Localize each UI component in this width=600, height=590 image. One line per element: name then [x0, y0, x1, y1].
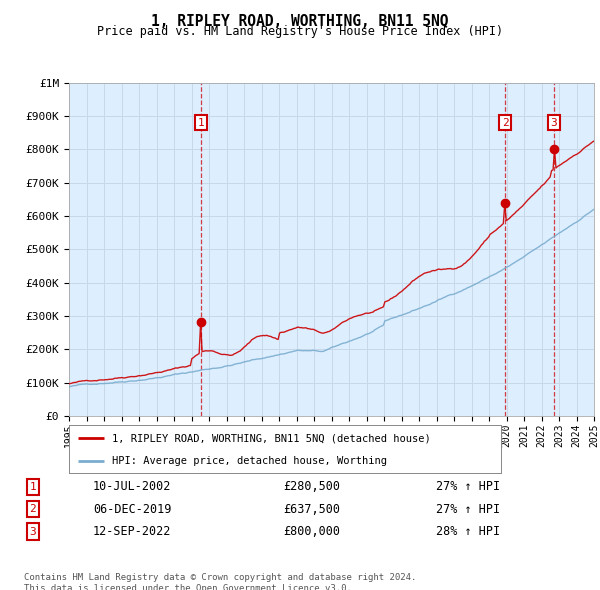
Text: Price paid vs. HM Land Registry's House Price Index (HPI): Price paid vs. HM Land Registry's House …	[97, 25, 503, 38]
Text: 1: 1	[197, 117, 205, 127]
Text: 27% ↑ HPI: 27% ↑ HPI	[436, 480, 500, 493]
Text: 3: 3	[29, 527, 37, 536]
Text: 3: 3	[551, 117, 557, 127]
Text: £280,500: £280,500	[284, 480, 341, 493]
Text: 2: 2	[29, 504, 37, 514]
Text: 1, RIPLEY ROAD, WORTHING, BN11 5NQ (detached house): 1, RIPLEY ROAD, WORTHING, BN11 5NQ (deta…	[112, 433, 431, 443]
Text: Contains HM Land Registry data © Crown copyright and database right 2024.
This d: Contains HM Land Registry data © Crown c…	[24, 573, 416, 590]
Text: 27% ↑ HPI: 27% ↑ HPI	[436, 503, 500, 516]
Text: HPI: Average price, detached house, Worthing: HPI: Average price, detached house, Wort…	[112, 456, 387, 466]
Text: 2: 2	[502, 117, 508, 127]
Text: 10-JUL-2002: 10-JUL-2002	[93, 480, 171, 493]
Text: 12-SEP-2022: 12-SEP-2022	[93, 525, 171, 538]
Text: 28% ↑ HPI: 28% ↑ HPI	[436, 525, 500, 538]
Text: £637,500: £637,500	[284, 503, 341, 516]
Text: 1: 1	[29, 482, 37, 491]
Text: £800,000: £800,000	[284, 525, 341, 538]
Text: 1, RIPLEY ROAD, WORTHING, BN11 5NQ: 1, RIPLEY ROAD, WORTHING, BN11 5NQ	[151, 14, 449, 28]
Text: 06-DEC-2019: 06-DEC-2019	[93, 503, 171, 516]
